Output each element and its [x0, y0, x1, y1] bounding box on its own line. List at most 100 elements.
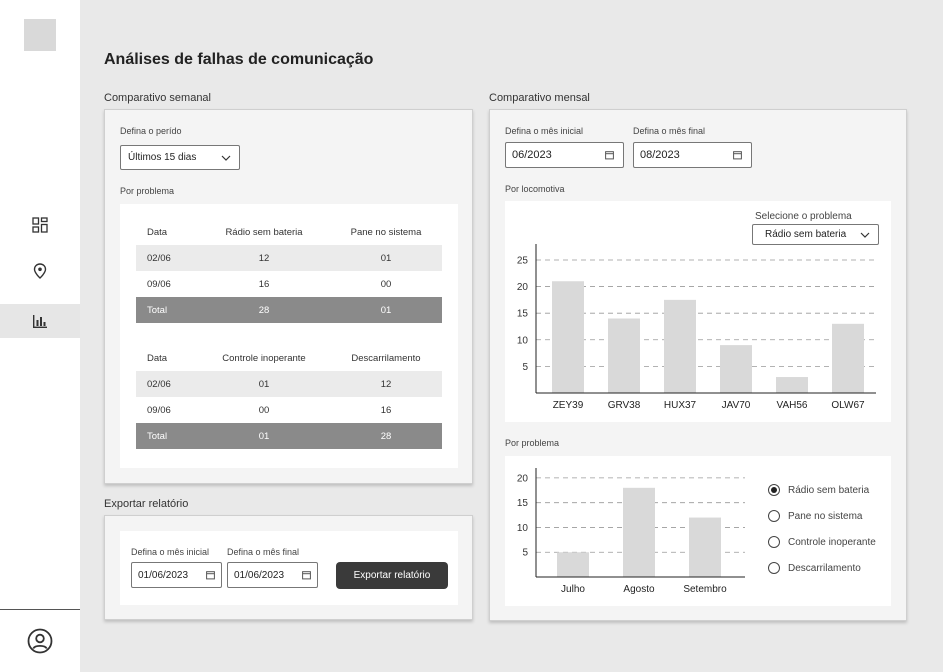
problem-chart-x-tick-label: Julho — [561, 584, 585, 595]
table-cell: 28 — [198, 297, 330, 323]
locomotive-chart-bar-zey39 — [552, 281, 584, 393]
table-cell: 12 — [330, 371, 442, 397]
problem-chart-bar-setembro — [689, 517, 721, 577]
export-report-button[interactable]: Exportar relatório — [336, 562, 448, 589]
monthly-end-date-input[interactable]: 08/2023 — [633, 142, 752, 168]
table-cell: 09/06 — [147, 278, 171, 290]
table-total-row: Total 28 01 — [136, 297, 442, 323]
table-cell: 01 — [330, 245, 442, 271]
locomotive-bar-chart: 5 10 15 20 25 ZEY39 GRV38 HUX37 JAV70 VAH56 OLW67 — [517, 244, 876, 411]
locomotive-chart-x-tick-label: OLW67 — [831, 400, 865, 411]
radio-label: Controle inoperante — [788, 536, 876, 548]
problem-select-label: Selecione o problema — [755, 211, 852, 222]
sidebar-divider — [0, 609, 80, 610]
table-header: Pane no sistema — [350, 226, 422, 238]
monthly-section-title: Comparativo mensal — [489, 92, 590, 104]
table-row: 09/06 16 00 — [136, 271, 442, 297]
export-end-date-input[interactable]: 01/06/2023 — [227, 562, 318, 588]
weekly-section-title: Comparativo semanal — [104, 92, 211, 104]
problem-chart-bar-agosto — [623, 487, 655, 577]
table-cell: 12 — [198, 245, 330, 271]
sidebar-item-location[interactable] — [0, 254, 80, 288]
locomotive-chart-y-tick-label: 15 — [517, 309, 529, 320]
radio-button[interactable] — [768, 562, 780, 574]
locomotive-chart-bar-grv38 — [608, 318, 640, 393]
period-select[interactable]: Últimos 15 dias — [120, 145, 240, 170]
table-cell: 16 — [258, 278, 270, 290]
locomotive-chart-x-tick-label: HUX37 — [664, 400, 697, 411]
user-circle-icon — [27, 628, 53, 654]
table-cell: 00 — [380, 278, 392, 290]
problem-chart-x-tick-label: Setembro — [683, 584, 727, 595]
locomotive-chart-y-tick-label: 5 — [522, 362, 528, 373]
dashboard-grid-icon — [32, 217, 48, 233]
chevron-down-icon — [860, 232, 870, 238]
table-cell: 02/06 — [136, 245, 198, 271]
radio-option-3[interactable]: Descarrilamento — [768, 562, 861, 574]
table-cell: 02/06 — [136, 371, 198, 397]
radio-label: Pane no sistema — [788, 510, 863, 522]
locomotive-chart-y-tick-label: 20 — [517, 282, 529, 293]
weekly-card: Defina o perído Últimos 15 dias Por prob… — [104, 109, 473, 484]
radio-option-1[interactable]: Pane no sistema — [768, 510, 863, 522]
problem-chart-y-tick-label: 20 — [517, 473, 529, 484]
table-cell: 00 — [258, 404, 270, 416]
monthly-start-date-input[interactable]: 06/2023 — [505, 142, 624, 168]
export-section-title: Exportar relatório — [104, 498, 189, 510]
profile-button[interactable] — [26, 627, 54, 655]
calendar-icon — [733, 151, 742, 160]
table-row: 09/06 00 16 — [136, 397, 442, 423]
table-cell: 16 — [380, 404, 392, 416]
radio-label: Descarrilamento — [788, 562, 861, 574]
export-panel: Defina o mês inicial 01/06/2023 Defina o… — [120, 531, 458, 605]
sidebar-item-analytics[interactable] — [0, 304, 80, 338]
problem-chart-y-tick-label: 15 — [517, 498, 529, 509]
export-start-date-value: 01/06/2023 — [138, 569, 189, 581]
problem-select[interactable]: Rádio sem bateria — [752, 224, 879, 245]
export-start-label: Defina o mês inicial — [131, 547, 210, 557]
locomotive-chart-panel: Selecione o problema Rádio sem bateria 5… — [505, 201, 891, 422]
locomotive-chart-y-tick-label: 10 — [517, 335, 529, 346]
table-header-row: Data Rádio sem bateria Pane no sistema — [136, 219, 442, 245]
problem-chart-y-tick-label: 10 — [517, 523, 529, 534]
problem-chart-x-tick-label: Agosto — [623, 584, 655, 595]
table-cell: 28 — [330, 423, 442, 449]
table-header: Descarrilamento — [351, 352, 421, 364]
chevron-down-icon — [221, 155, 231, 161]
location-pin-icon — [33, 263, 47, 279]
sidebar — [0, 0, 80, 672]
table-cell: 01 — [198, 423, 330, 449]
export-end-date-value: 01/06/2023 — [234, 569, 285, 581]
monthly-card: Defina o mês inicial 06/2023 Defina o mê… — [489, 109, 907, 621]
locomotive-chart-x-tick-label: GRV38 — [608, 400, 641, 411]
radio-option-0[interactable]: Rádio sem bateria — [768, 484, 869, 496]
sidebar-item-dashboard[interactable] — [0, 208, 80, 242]
weekly-table-1: Data Rádio sem bateria Pane no sistema 0… — [136, 219, 442, 323]
weekly-by-problem-label: Por problema — [120, 186, 175, 196]
export-card: Defina o mês inicial 01/06/2023 Defina o… — [104, 515, 473, 620]
monthly-start-date-value: 06/2023 — [512, 149, 552, 161]
table-header: Data — [147, 226, 168, 238]
monthly-by-problem-label: Por problema — [505, 438, 560, 448]
table-total-row: Total 01 28 — [136, 423, 442, 449]
problem-bar-chart: 5 10 15 20 Julho Agosto Setembro — [517, 468, 745, 595]
radio-button[interactable] — [768, 484, 780, 496]
radio-button[interactable] — [768, 536, 780, 548]
table-cell: Total — [136, 297, 198, 323]
export-start-date-input[interactable]: 01/06/2023 — [131, 562, 222, 588]
table-header-row: Data Controle inoperante Descarrilamento — [136, 345, 442, 371]
period-label: Defina o perído — [120, 126, 182, 136]
problem-chart-panel: 5 10 15 20 Julho Agosto Setembro Rádio sem bat… — [505, 456, 891, 606]
locomotive-chart-bar-vah56 — [776, 377, 808, 393]
monthly-start-label: Defina o mês inicial — [505, 126, 584, 136]
table-row: 02/06 01 12 — [136, 371, 442, 397]
table-row: 02/06 12 01 — [136, 245, 442, 271]
radio-button[interactable] — [768, 510, 780, 522]
locomotive-chart-bar-olw67 — [832, 323, 864, 393]
radio-option-2[interactable]: Controle inoperante — [768, 536, 876, 548]
export-end-label: Defina o mês final — [227, 547, 300, 557]
table-cell: 01 — [330, 297, 442, 323]
locomotive-chart-bar-jav70 — [720, 345, 752, 393]
problem-select-value: Rádio sem bateria — [765, 229, 847, 240]
table-header: Rádio sem bateria — [225, 226, 303, 238]
